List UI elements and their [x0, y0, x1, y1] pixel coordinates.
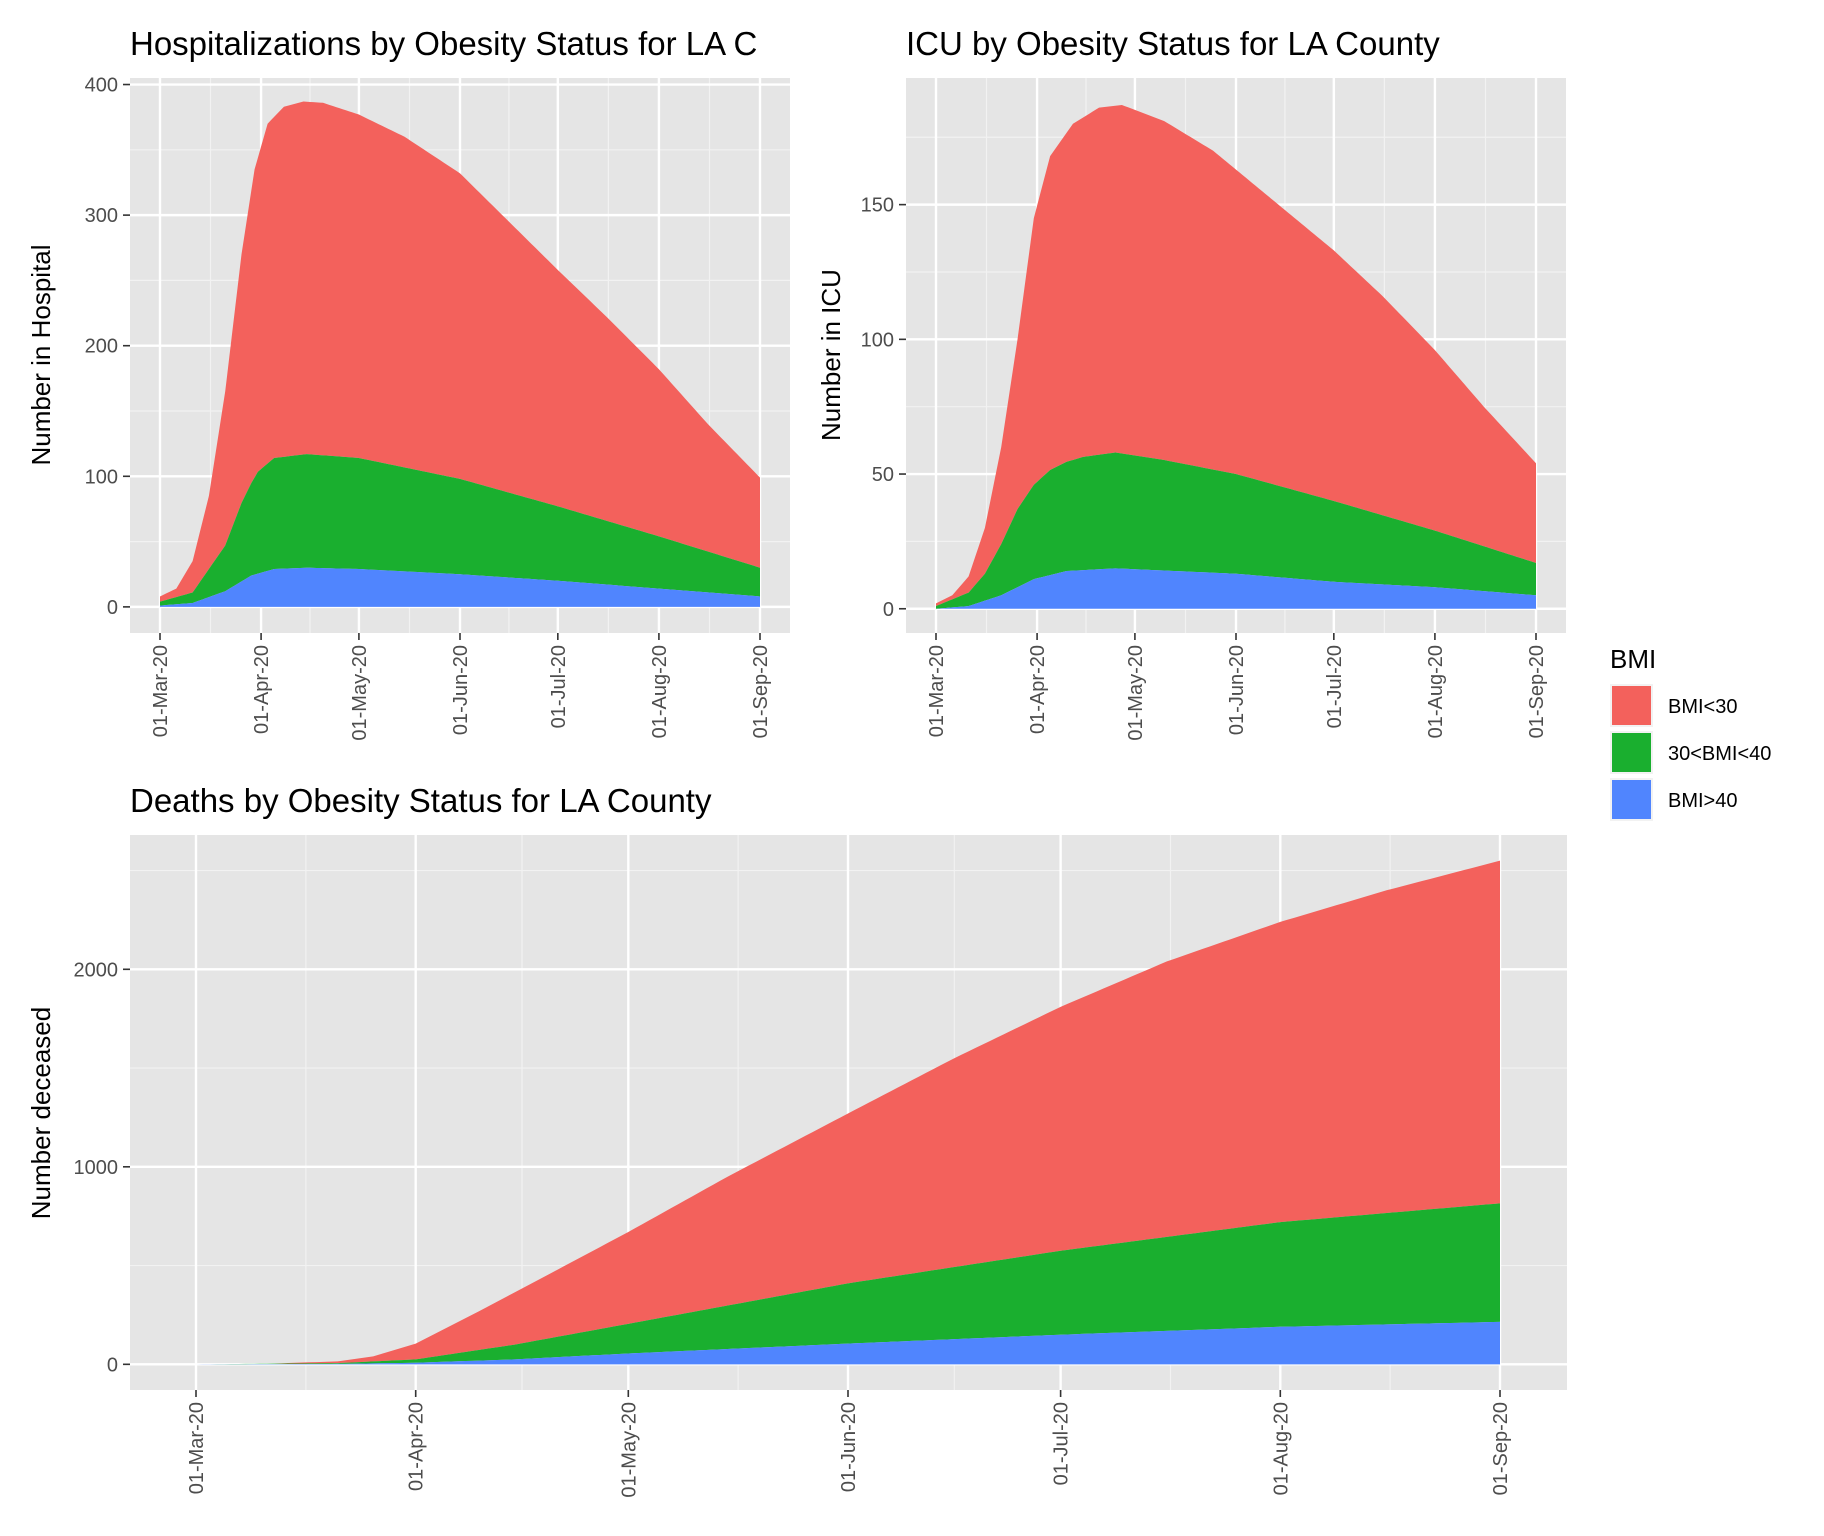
x-tick-label: 01-Sep-20: [1526, 645, 1548, 738]
legend-swatch: [1612, 686, 1651, 725]
area-bmi-over-40: [936, 568, 1536, 609]
x-tick-label: 01-Apr-20: [251, 645, 273, 734]
x-tick-label: 01-Mar-20: [150, 645, 172, 737]
deaths-axis-ticks: 0 1000 2000 01-Mar-20 01-Apr-20 01-May-20 01-J…: [74, 959, 1513, 1497]
legend-item: BMI<30: [1610, 684, 1737, 727]
hospitalizations-y-axis-label: Number in Hospital: [26, 244, 56, 465]
y-tick-label: 300: [85, 205, 118, 227]
area-bmi-under-30: [160, 101, 760, 602]
y-tick-label: 1000: [74, 1157, 119, 1179]
x-tick-label: 01-Jul-20: [1324, 645, 1346, 728]
icu-areas: [936, 104, 1536, 609]
x-tick-label: 01-Jul-20: [548, 645, 570, 728]
y-tick-label: 100: [85, 466, 118, 488]
deaths-areas: [196, 860, 1500, 1365]
legend-item: 30<BMI<40: [1610, 731, 1771, 774]
area-bmi-30-to-40: [936, 452, 1536, 609]
x-tick-label: 01-Jul-20: [1051, 1402, 1073, 1485]
x-tick-label: 01-May-20: [1125, 645, 1147, 741]
area-bmi-30-to-40: [160, 454, 760, 606]
x-tick-label: 01-Sep-20: [1490, 1402, 1512, 1495]
deaths-title: Deaths by Obesity Status for LA County: [130, 782, 712, 819]
x-tick-label: 01-Apr-20: [406, 1402, 428, 1491]
legend: BMI BMI<30 30<BMI<40 BMI>40: [1610, 644, 1771, 821]
x-tick-label: 01-Mar-20: [926, 645, 948, 737]
y-tick-label: 0: [107, 597, 118, 619]
x-tick-label: 01-Aug-20: [649, 645, 671, 738]
y-tick-label: 100: [861, 329, 894, 351]
x-tick-label: 01-Mar-20: [186, 1402, 208, 1494]
hospitalizations-title: Hospitalizations by Obesity Status for L…: [130, 25, 757, 62]
hospitalizations-chart: Hospitalizations by Obesity Status for L…: [26, 25, 790, 741]
x-tick-label: 01-Apr-20: [1027, 645, 1049, 734]
x-tick-label: 01-May-20: [618, 1402, 640, 1498]
x-tick-label: 01-Aug-20: [1270, 1402, 1292, 1495]
legend-swatch: [1612, 733, 1651, 772]
x-tick-label: 01-Jun-20: [838, 1402, 860, 1492]
deaths-chart: Deaths by Obesity Status for LA County 0…: [26, 782, 1567, 1498]
area-bmi-under-30: [196, 860, 1500, 1365]
x-tick-label: 01-Jun-20: [450, 645, 472, 735]
icu-axis-ticks: 0 50 100 150 01-Mar-20 01-Apr-20 01-May-20 01-J…: [861, 195, 1548, 741]
legend-item: BMI>40: [1610, 778, 1737, 821]
x-tick-label: 01-Sep-20: [750, 645, 772, 738]
legend-label: 30<BMI<40: [1668, 743, 1771, 765]
deaths-y-axis-label: Number deceased: [26, 1007, 56, 1219]
hospitalizations-areas: [160, 101, 760, 607]
area-bmi-over-40: [196, 1321, 1500, 1365]
legend-items: BMI<30 30<BMI<40 BMI>40: [1610, 684, 1771, 821]
hospitalizations-axis-ticks: 0 100 200 300 400 01-Mar-20 01-Apr-20 01-May-20…: [85, 75, 772, 741]
y-tick-label: 200: [85, 336, 118, 358]
legend-label: BMI>40: [1668, 790, 1737, 812]
area-bmi-under-30: [936, 104, 1536, 607]
y-tick-label: 400: [85, 75, 118, 97]
y-tick-label: 50: [872, 464, 894, 486]
area-bmi-30-to-40: [196, 1203, 1500, 1365]
y-tick-label: 150: [861, 195, 894, 217]
x-tick-label: 01-May-20: [349, 645, 371, 741]
x-tick-label: 01-Jun-20: [1226, 645, 1248, 735]
legend-swatch: [1612, 780, 1651, 819]
y-tick-label: 2000: [74, 959, 119, 981]
x-tick-label: 01-Aug-20: [1425, 645, 1447, 738]
legend-label: BMI<30: [1668, 696, 1737, 718]
y-tick-label: 0: [883, 599, 894, 621]
y-tick-label: 0: [107, 1354, 118, 1376]
icu-y-axis-label: Number in ICU: [816, 269, 846, 441]
icu-title: ICU by Obesity Status for LA County: [906, 25, 1440, 62]
legend-title: BMI: [1610, 644, 1656, 674]
area-bmi-over-40: [160, 567, 760, 607]
icu-chart: ICU by Obesity Status for LA County 0 50 1…: [816, 25, 1566, 741]
